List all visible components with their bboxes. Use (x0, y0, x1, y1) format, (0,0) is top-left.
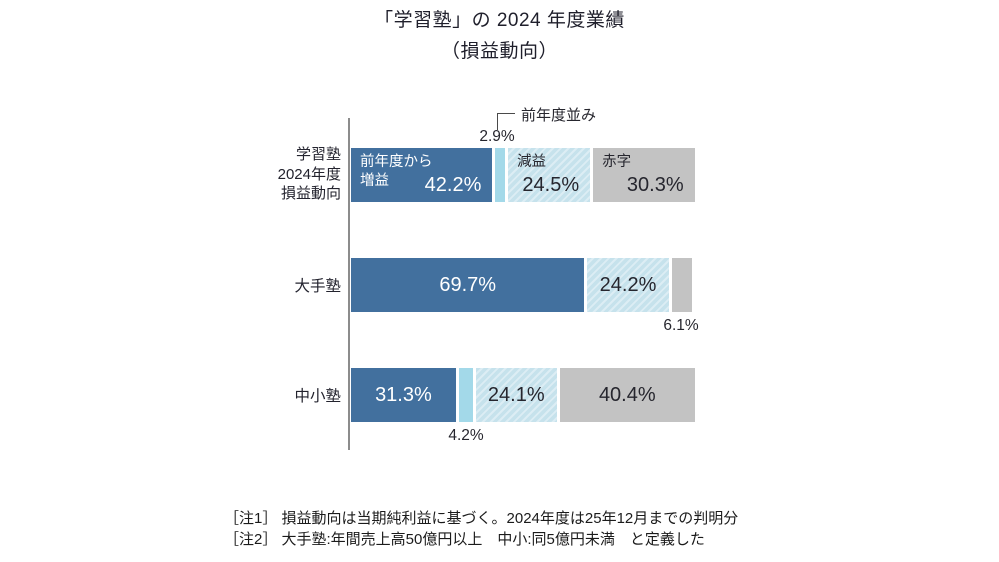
bar1-segment-decrease: 減益 24.5% (508, 148, 591, 202)
bar-row-2: 69.7% 24.2% (351, 258, 692, 312)
bar-row-1: 前年度から 増益 42.2% 減益 24.5% 赤字 30.3% (351, 148, 695, 202)
footnote-1: ［注1］ 損益動向は当期純利益に基づく。2024年度は25年12月までの判明分 (224, 510, 739, 527)
bar3-segment-deficit: 40.4% (559, 368, 695, 422)
value-label-increase-row1: 42.2% (424, 174, 482, 196)
flat-callout-connector-line (497, 113, 515, 130)
footnotes: ［注1］ 損益動向は当期純利益に基づく。2024年度は25年12月までの判明分 … (224, 508, 738, 550)
value-label-decrease-row3: 24.1% (487, 383, 545, 406)
segment-name-increase: 前年度から 増益 (360, 153, 433, 191)
bar2-segment-deficit (671, 258, 692, 312)
y-axis-line (348, 118, 350, 450)
value-label-deficit-row3: 40.4% (598, 383, 656, 406)
segment-name-decrease: 減益 (517, 154, 547, 170)
footnote-2: ［注2］ 大手塾:年間売上高50億円以上 中小:同5億円未満 と定義した (224, 531, 705, 548)
segment-name-increase-line1: 前年度から (360, 154, 433, 170)
bar2-segment-decrease: 24.2% (587, 258, 669, 312)
bar3-segment-increase: 31.3% (351, 368, 456, 422)
value-label-flat-row3: 4.2% (448, 427, 484, 444)
category-label-row1-line1: 学習塾 (295, 146, 341, 163)
bar1-segment-increase: 前年度から 増益 42.2% (351, 148, 493, 202)
category-label-row2: 大手塾 (294, 278, 341, 295)
bar3-segment-decrease: 24.1% (475, 368, 557, 422)
value-label-flat-row1: 2.9% (479, 128, 515, 145)
value-label-decrease-row1: 24.5% (522, 174, 580, 196)
category-label-row1-line3: 損益動向 (280, 185, 341, 202)
chart-title: 「学習塾」の 2024 年度業績 （損益動向） (0, 5, 999, 67)
chart-title-line2: （損益動向） (440, 41, 558, 62)
segment-name-deficit: 赤字 (602, 154, 632, 170)
bar-row-3: 31.3% 24.1% 40.4% (351, 368, 695, 422)
value-label-deficit-row1: 30.3% (626, 174, 684, 196)
bar1-segment-deficit: 赤字 30.3% (593, 148, 695, 202)
segment-name-increase-line2: 増益 (360, 173, 389, 189)
category-label-row1: 学習塾 2024年度 損益動向 (278, 145, 341, 204)
category-label-row3: 中小塾 (294, 388, 341, 405)
category-label-row1-line2: 2024年度 (277, 165, 341, 183)
bar2-segment-increase: 69.7% (351, 258, 585, 312)
value-label-deficit-row2: 6.1% (663, 317, 699, 334)
chart-title-line1: 「学習塾」の 2024 年度業績 (374, 10, 625, 31)
bar1-segment-flat (495, 148, 506, 202)
bar3-segment-flat (458, 368, 473, 422)
value-label-increase-row2: 69.7% (439, 273, 497, 296)
flat-callout-label: 前年度並み (521, 107, 597, 124)
value-label-decrease-row2: 24.2% (599, 273, 657, 296)
value-label-increase-row3: 31.3% (375, 383, 432, 406)
